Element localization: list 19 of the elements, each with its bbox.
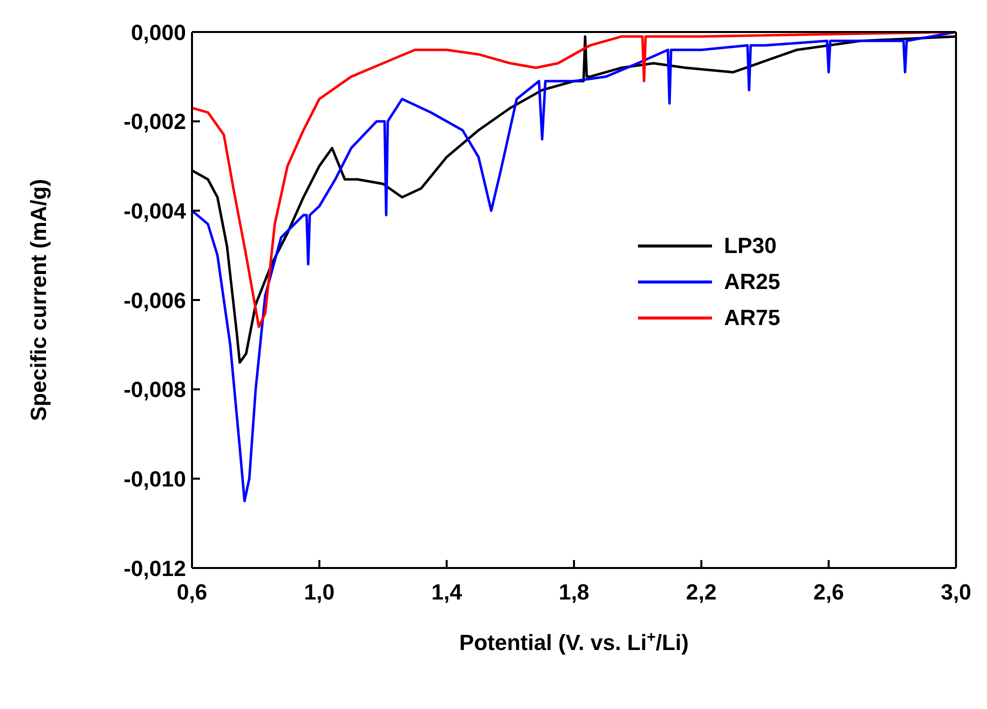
x-tick-label: 3,0 bbox=[940, 580, 972, 605]
y-axis-title: Specific current (mA/g) bbox=[26, 178, 51, 422]
x-tick-label: 1,4 bbox=[431, 580, 463, 605]
x-tick-label: 2,2 bbox=[686, 580, 717, 605]
x-axis-title: Potential (V. vs. Li$^{+}$/Li) bbox=[459, 628, 689, 655]
y-tick-label: 0,000 bbox=[130, 20, 186, 45]
y-tick-label: -0,010 bbox=[124, 466, 186, 492]
y-tick-label: -0,004 bbox=[124, 198, 187, 224]
y-tick-label: -0,006 bbox=[124, 288, 186, 313]
x-tick-label: 1,8 bbox=[558, 580, 590, 605]
y-tick-label: -0,012 bbox=[124, 556, 186, 581]
x-tick-label: 0,6 bbox=[176, 580, 208, 605]
x-tick-label: 2,6 bbox=[813, 580, 844, 605]
x-tick-label: 1,0 bbox=[304, 580, 335, 605]
y-tick-label: -0,008 bbox=[124, 377, 186, 402]
y-tick-label: -0,002 bbox=[124, 109, 186, 134]
legend-label: LP30 bbox=[724, 233, 777, 259]
legend-label: AR25 bbox=[724, 269, 780, 295]
legend-label: AR75 bbox=[724, 305, 780, 331]
